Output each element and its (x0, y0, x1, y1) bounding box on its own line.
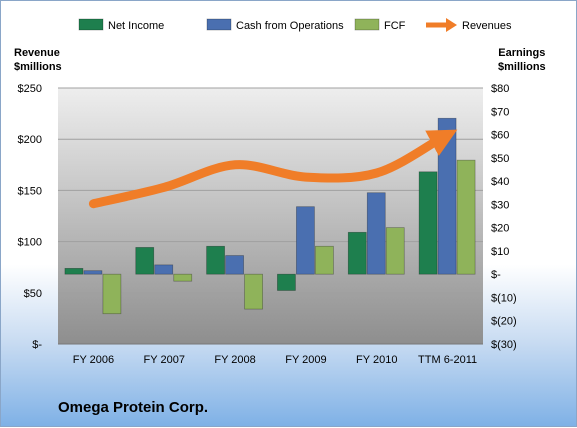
right-tick-label: $(30) (491, 339, 517, 351)
gridlines (58, 87, 483, 345)
x-tick-label: FY 2009 (285, 354, 326, 366)
bar (173, 273, 193, 282)
x-tick-label: FY 2006 (73, 354, 114, 366)
right-axis-title-line1: Earnings (498, 47, 546, 59)
bar (135, 247, 155, 275)
bar (244, 273, 263, 310)
bar (225, 255, 244, 275)
legend-label: Net Income (108, 20, 164, 32)
bar (154, 264, 174, 275)
revenue-line (88, 129, 458, 209)
legend: Net Income Cash from Operations FCF Revenue… (78, 18, 512, 32)
plot-area (58, 88, 483, 344)
right-tick-label: $80 (491, 83, 509, 95)
legend-label: Revenues (462, 20, 512, 32)
x-axis: FY 2006 FY 2007 FY 2008 FY 2009 FY 2010 TTM 6… (73, 354, 477, 366)
left-tick-label: $- (32, 339, 42, 351)
x-tick-label: FY 2007 (144, 354, 185, 366)
legend-swatch (206, 18, 232, 31)
legend-label: FCF (384, 20, 406, 32)
right-tick-label: $(20) (491, 316, 517, 328)
legend-arrow-icon (446, 18, 457, 32)
right-tick-label: $60 (491, 130, 509, 142)
left-axis-title-line1: Revenue (14, 47, 60, 59)
right-axis-title: Earnings $millions (498, 46, 546, 74)
legend-label: Cash from Operations (236, 20, 344, 32)
company-name: Omega Protein Corp. (58, 399, 209, 416)
legend-swatch (354, 18, 380, 31)
left-tick-label: $250 (18, 83, 42, 95)
right-tick-label: $50 (491, 153, 509, 165)
x-tick-label: FY 2008 (214, 354, 255, 366)
x-tick-label: FY 2010 (356, 354, 397, 366)
right-tick-label: $70 (491, 106, 509, 118)
bar (83, 270, 103, 275)
bar (418, 171, 438, 275)
legend-swatch (78, 18, 104, 31)
right-tick-label: $(10) (491, 292, 517, 304)
bar (296, 206, 315, 275)
bar (456, 159, 476, 275)
right-axis-title-line2: $millions (498, 61, 546, 73)
right-tick-label: $20 (491, 223, 509, 235)
bar (315, 245, 334, 275)
bar (347, 231, 367, 275)
left-axis-title: Revenue $millions (14, 46, 62, 74)
bar (64, 268, 84, 275)
right-axis: $(30) $(20) $(10) $- $10 $20 $30 $40 $50 $60 $70 $8… (491, 83, 517, 351)
right-tick-label: $10 (491, 246, 509, 258)
right-tick-label: $40 (491, 176, 509, 188)
bar (385, 227, 405, 275)
bar (102, 273, 122, 315)
left-axis: $- $50 $100 $150 $200 $250 (18, 83, 43, 351)
bar (206, 245, 225, 275)
x-tick-label: TTM 6-2011 (418, 354, 477, 366)
revenue-line-path (88, 129, 458, 209)
left-tick-label: $100 (18, 237, 42, 249)
right-tick-label: $- (491, 269, 501, 281)
bars (64, 117, 476, 315)
left-tick-label: $150 (18, 185, 42, 197)
bar (277, 273, 296, 291)
left-tick-label: $50 (24, 288, 42, 300)
bar (366, 192, 386, 275)
left-tick-label: $200 (18, 134, 42, 146)
left-axis-title-line2: $millions (14, 61, 62, 73)
bar (437, 117, 457, 275)
right-tick-label: $30 (491, 199, 509, 211)
